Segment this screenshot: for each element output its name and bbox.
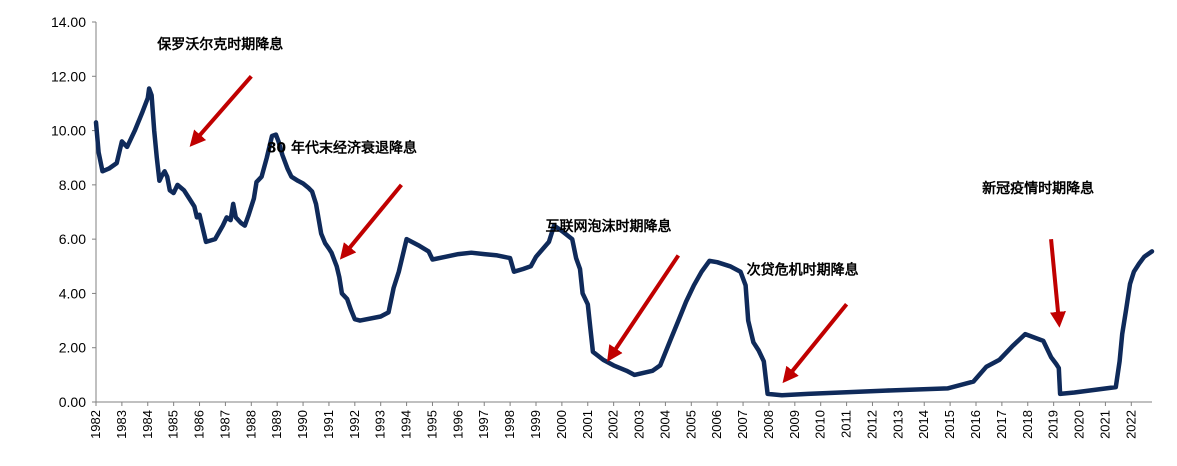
x-axis: 1982 1983 1984 1985 1986 1987 1988 1989 1990 1991… <box>88 402 1138 439</box>
x-tick-label: 2006 <box>709 410 724 439</box>
x-tick-label: 2015 <box>942 410 957 439</box>
x-tick-label: 2021 <box>1097 410 1112 439</box>
annotation-arrow <box>189 74 253 147</box>
x-tick-label: 1994 <box>399 410 414 439</box>
x-tick-label: 2003 <box>632 410 647 439</box>
annotation-arrow <box>339 183 403 260</box>
y-tick-label: 10.00 <box>51 123 86 139</box>
x-tick-label: 2014 <box>916 410 931 439</box>
x-tick-label: 2010 <box>813 410 828 439</box>
series-line <box>93 86 1155 398</box>
x-tick-label: 1988 <box>243 410 258 439</box>
x-tick-label: 2012 <box>864 410 879 439</box>
y-tick-label: 0.00 <box>59 394 86 410</box>
x-tick-label: 2007 <box>735 410 750 439</box>
annotation-label: 次贷危机时期降息 <box>747 261 859 278</box>
x-tick-label: 2018 <box>1020 410 1035 439</box>
x-tick-label: 2009 <box>787 410 802 439</box>
x-tick-label: 2016 <box>968 410 983 439</box>
axes <box>95 22 1152 403</box>
x-tick-label: 1987 <box>217 410 232 439</box>
annotation-arrow <box>1049 238 1066 328</box>
x-tick-label: 1993 <box>373 410 388 439</box>
x-tick-label: 2002 <box>606 410 621 439</box>
annotation-label: 保罗沃尔克时期降息 <box>156 36 283 53</box>
y-tick-label: 12.00 <box>51 68 86 84</box>
x-tick-label: 1995 <box>424 410 439 439</box>
x-tick-label: 2008 <box>761 410 776 439</box>
y-tick-label: 14.00 <box>51 14 86 30</box>
y-axis: 0.00 2.00 4.00 6.00 8.00 10.00 12.00 14.00 <box>51 14 96 410</box>
annotation-label: 互联网泡沫时期降息 <box>545 218 671 235</box>
x-tick-label: 1986 <box>192 410 207 439</box>
x-tick-label: 2000 <box>554 410 569 439</box>
x-tick-label: 1997 <box>476 410 491 439</box>
annotation-label: 新冠疫情时期降息 <box>982 180 1094 197</box>
y-tick-label: 4.00 <box>59 285 86 301</box>
annotation-label: 80 年代末经济衰退降息 <box>267 139 417 156</box>
x-tick-label: 1992 <box>347 410 362 439</box>
x-tick-label: 1990 <box>295 410 310 439</box>
series-layer <box>93 86 1155 398</box>
x-tick-label: 2017 <box>994 410 1009 439</box>
x-tick-label: 2020 <box>1072 410 1087 439</box>
x-tick-label: 1983 <box>114 410 129 439</box>
x-tick-label: 1998 <box>502 410 517 439</box>
x-tick-label: 2005 <box>683 410 698 439</box>
x-tick-label: 1999 <box>528 410 543 439</box>
y-tick-label: 8.00 <box>59 177 86 193</box>
annotation-arrow <box>782 303 849 384</box>
annotation-arrow <box>607 254 681 362</box>
x-tick-label: 1985 <box>166 410 181 439</box>
x-tick-label: 1989 <box>269 410 284 439</box>
x-tick-label: 2001 <box>580 410 595 439</box>
x-tick-label: 2004 <box>657 410 672 439</box>
x-tick-label: 1984 <box>140 410 155 439</box>
x-tick-label: 1982 <box>88 410 103 439</box>
x-tick-label: 1996 <box>450 410 465 439</box>
x-tick-label: 2022 <box>1123 410 1138 439</box>
x-tick-label: 2019 <box>1046 410 1061 439</box>
x-tick-label: 2011 <box>839 410 854 438</box>
x-tick-label: 2013 <box>890 410 905 439</box>
y-tick-label: 2.00 <box>59 340 86 356</box>
y-tick-label: 6.00 <box>59 231 86 247</box>
x-tick-label: 1991 <box>321 410 336 439</box>
